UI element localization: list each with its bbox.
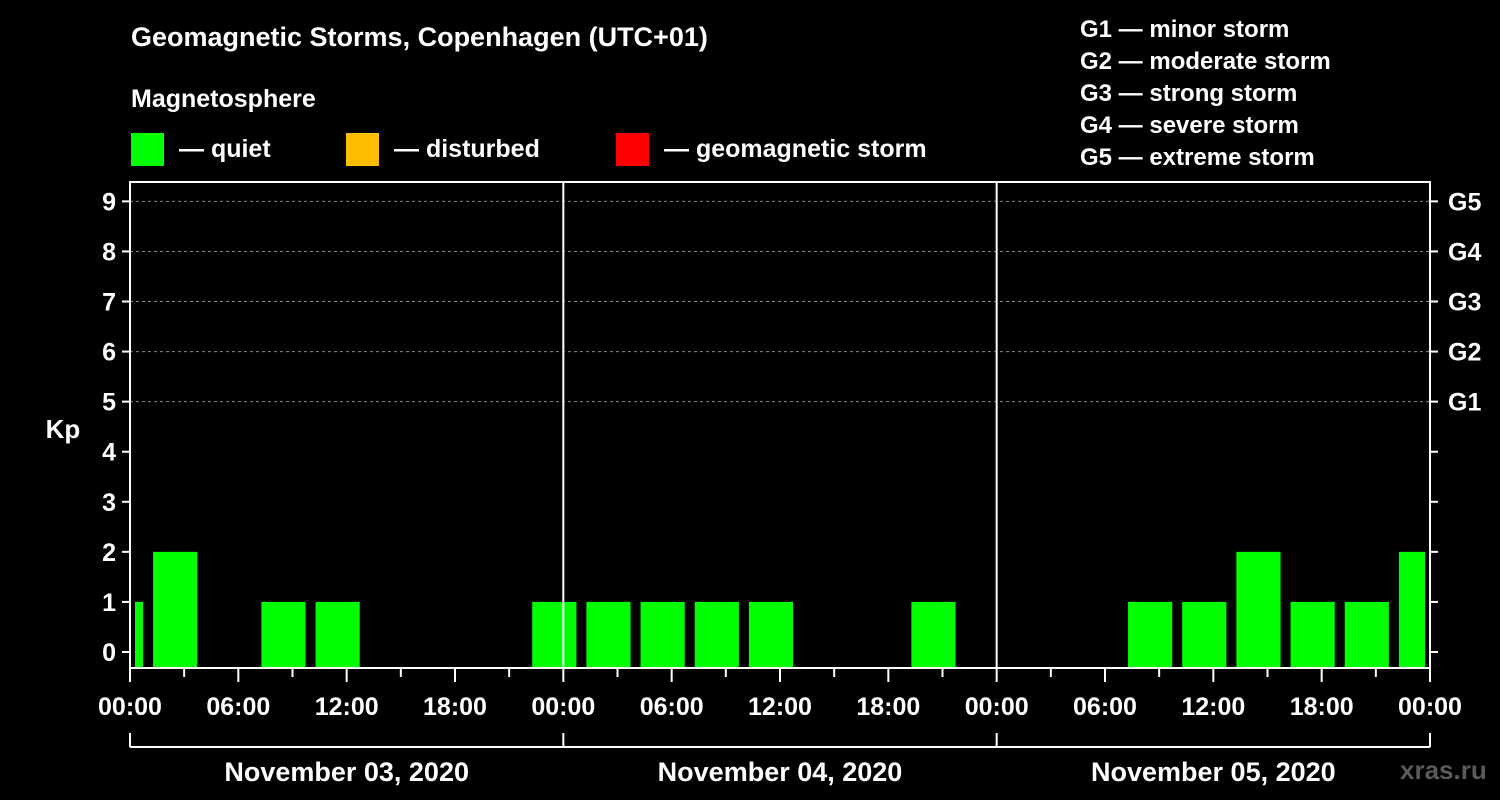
- kp-bar: [640, 601, 685, 668]
- x-tick-label: 00:00: [98, 693, 162, 721]
- storm-level-label: G3: [1448, 289, 1481, 317]
- storm-scale-g2: G2 — moderate storm: [1080, 48, 1331, 75]
- storm-scale-g5: G5 — extreme storm: [1080, 144, 1315, 171]
- y-axis-label: Kp: [46, 414, 81, 444]
- kp-bar: [1290, 601, 1335, 668]
- kp-bar: [1128, 601, 1173, 668]
- kp-bar: [586, 601, 631, 668]
- kp-bar: [1182, 601, 1227, 668]
- legend-swatch-disturbed: [346, 133, 379, 166]
- axes: 0 1 2 3 4 5 6 7 8 9 G1 G2 G3 G4 G5 00:00 06:00 12:00 18:00…: [98, 181, 1481, 787]
- kp-bar: [261, 601, 306, 668]
- watermark: xras.ru: [1400, 755, 1487, 785]
- kp-bar: [1344, 601, 1389, 668]
- storm-level-label: G5: [1448, 188, 1481, 216]
- kp-bar: [532, 601, 577, 668]
- kp-bar: [694, 601, 739, 668]
- x-tick-label: 12:00: [315, 693, 379, 721]
- storm-scale-g1: G1 — minor storm: [1080, 16, 1290, 43]
- kp-bar: [153, 551, 198, 668]
- kp-bar: [315, 601, 360, 668]
- y-tick-label: 1: [102, 589, 116, 617]
- kp-bar: [135, 601, 144, 668]
- x-tick-label: 06:00: [1073, 693, 1137, 721]
- y-tick-label: 4: [102, 439, 116, 467]
- legend-item-disturbed: — disturbed: [346, 133, 540, 166]
- kp-bar: [1398, 551, 1425, 668]
- kp-bar: [911, 601, 956, 668]
- legend-item-storm: — geomagnetic storm: [616, 133, 927, 166]
- x-tick-label: 18:00: [423, 693, 487, 721]
- storm-scale-g3: G3 — strong storm: [1080, 80, 1298, 107]
- x-tick-label: 18:00: [1290, 693, 1354, 721]
- bars: [135, 551, 1425, 668]
- day-label: November 03, 2020: [224, 757, 469, 787]
- y-tick-label: 3: [102, 489, 116, 517]
- x-tick-label: 18:00: [856, 693, 920, 721]
- chart-subtitle: Magnetosphere: [131, 85, 316, 113]
- legend-swatch-quiet: [131, 133, 164, 166]
- storm-level-label: G1: [1448, 389, 1481, 417]
- storm-scale-legend: G1 — minor storm G2 — moderate storm G3 …: [1080, 14, 1331, 174]
- x-tick-label: 12:00: [748, 693, 812, 721]
- storm-level-label: G2: [1448, 339, 1481, 367]
- legend-label-quiet: — quiet: [179, 135, 271, 163]
- y-tick-label: 2: [102, 539, 116, 567]
- kp-bar: [1236, 551, 1281, 668]
- legend-item-quiet: — quiet: [131, 133, 271, 166]
- y-tick-label: 0: [102, 639, 116, 667]
- legend-swatch-storm: [616, 133, 649, 166]
- x-tick-label: 00:00: [531, 693, 595, 721]
- x-tick-label: 00:00: [1398, 693, 1462, 721]
- x-tick-label: 06:00: [640, 693, 704, 721]
- y-tick-label: 8: [102, 238, 116, 266]
- legend-label-storm: — geomagnetic storm: [664, 135, 927, 163]
- x-tick-label: 06:00: [206, 693, 270, 721]
- plot-frame: [129, 181, 1431, 669]
- x-tick-label: 12:00: [1181, 693, 1245, 721]
- storm-scale-g4: G4 — severe storm: [1080, 112, 1299, 139]
- chart-title: Geomagnetic Storms, Copenhagen (UTC+01): [131, 22, 708, 52]
- grid-lines: [130, 200, 1430, 403]
- y-tick-label: 5: [102, 389, 116, 417]
- day-label: November 04, 2020: [658, 757, 903, 787]
- y-tick-label: 7: [102, 289, 116, 317]
- kp-bar: [748, 601, 794, 668]
- day-label: November 05, 2020: [1091, 757, 1336, 787]
- y-tick-label: 6: [102, 339, 116, 367]
- legend-label-disturbed: — disturbed: [394, 135, 540, 163]
- x-tick-label: 00:00: [965, 693, 1029, 721]
- y-tick-label: 9: [102, 188, 116, 216]
- storm-level-label: G4: [1448, 238, 1481, 266]
